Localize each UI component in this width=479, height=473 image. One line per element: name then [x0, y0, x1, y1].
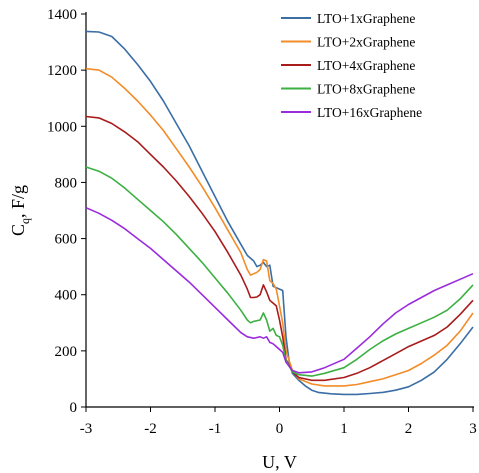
y-tick-label: 0 [70, 400, 78, 416]
x-tick-label: 1 [340, 421, 348, 437]
legend-label-2: LTO+2xGraphene [317, 35, 415, 50]
series-line-2 [85, 67, 474, 387]
y-axis-title-unit: , F/g [8, 185, 28, 218]
x-tick-label: 0 [276, 421, 284, 437]
series-line-5 [85, 206, 474, 374]
legend-label-4: LTO+8xGraphene [317, 82, 415, 97]
y-tick-label: 200 [55, 344, 78, 360]
legend-label-5: LTO+16xGraphene [317, 105, 422, 120]
y-tick-label: 400 [55, 288, 78, 304]
x-tick-label: 2 [405, 421, 413, 437]
y-axis-title: Cq, F/g [8, 185, 32, 236]
series-line-4 [85, 166, 474, 377]
legend-label-3: LTO+4xGraphene [317, 58, 415, 73]
legend-label-1: LTO+1xGraphene [317, 11, 415, 26]
legend: LTO+1xGraphene LTO+2xGraphene LTO+4xGraphe… [281, 11, 422, 120]
y-axis-title-subscript: q [18, 218, 32, 224]
x-tick-label: 3 [469, 421, 477, 437]
y-tick-label: 1200 [47, 63, 77, 79]
x-axis-title: U, V [262, 452, 297, 472]
series-line-3 [85, 115, 474, 382]
axes [85, 12, 474, 408]
x-tick-label: -3 [80, 421, 93, 437]
x-tick-label: -1 [209, 421, 222, 437]
x-tick-label: -2 [144, 421, 157, 437]
y-axis-title-main: C [8, 224, 28, 236]
y-tick-label: 600 [55, 232, 78, 248]
ticks: -3 -2 -1 0 1 2 3 0 200 400 600 800 1000 1200 1400 [47, 7, 477, 437]
y-tick-label: 800 [55, 175, 78, 191]
plot-area [85, 30, 474, 396]
y-tick-label: 1000 [47, 119, 77, 135]
y-tick-label: 1400 [47, 7, 77, 23]
